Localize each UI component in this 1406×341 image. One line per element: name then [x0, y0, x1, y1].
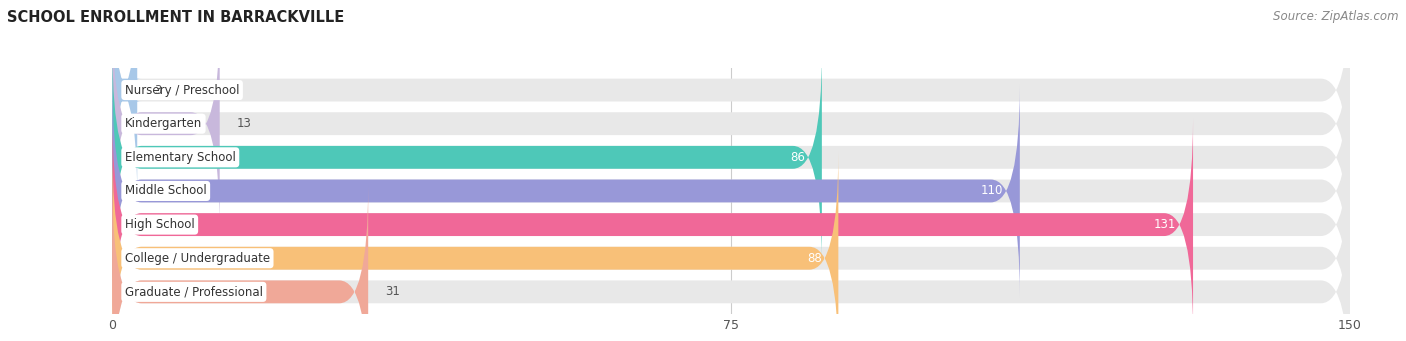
FancyBboxPatch shape	[112, 186, 1350, 341]
FancyBboxPatch shape	[112, 152, 838, 341]
Text: Middle School: Middle School	[125, 184, 207, 197]
Text: 110: 110	[981, 184, 1004, 197]
FancyBboxPatch shape	[112, 85, 1019, 297]
Text: 131: 131	[1154, 218, 1177, 231]
Text: 3: 3	[153, 84, 162, 97]
Text: Elementary School: Elementary School	[125, 151, 236, 164]
Text: High School: High School	[125, 218, 194, 231]
FancyBboxPatch shape	[112, 51, 823, 264]
Text: Kindergarten: Kindergarten	[125, 117, 202, 130]
Text: 86: 86	[790, 151, 806, 164]
FancyBboxPatch shape	[112, 0, 1350, 196]
FancyBboxPatch shape	[108, 0, 142, 196]
Text: College / Undergraduate: College / Undergraduate	[125, 252, 270, 265]
Text: SCHOOL ENROLLMENT IN BARRACKVILLE: SCHOOL ENROLLMENT IN BARRACKVILLE	[7, 10, 344, 25]
FancyBboxPatch shape	[112, 17, 219, 230]
Text: 31: 31	[385, 285, 399, 298]
FancyBboxPatch shape	[112, 85, 1350, 297]
Text: 88: 88	[807, 252, 823, 265]
FancyBboxPatch shape	[112, 17, 1350, 230]
Text: Nursery / Preschool: Nursery / Preschool	[125, 84, 239, 97]
Text: Source: ZipAtlas.com: Source: ZipAtlas.com	[1274, 10, 1399, 23]
FancyBboxPatch shape	[112, 186, 368, 341]
FancyBboxPatch shape	[112, 152, 1350, 341]
FancyBboxPatch shape	[112, 51, 1350, 264]
Text: 13: 13	[236, 117, 252, 130]
Text: Graduate / Professional: Graduate / Professional	[125, 285, 263, 298]
FancyBboxPatch shape	[112, 118, 1350, 331]
FancyBboxPatch shape	[112, 118, 1194, 331]
